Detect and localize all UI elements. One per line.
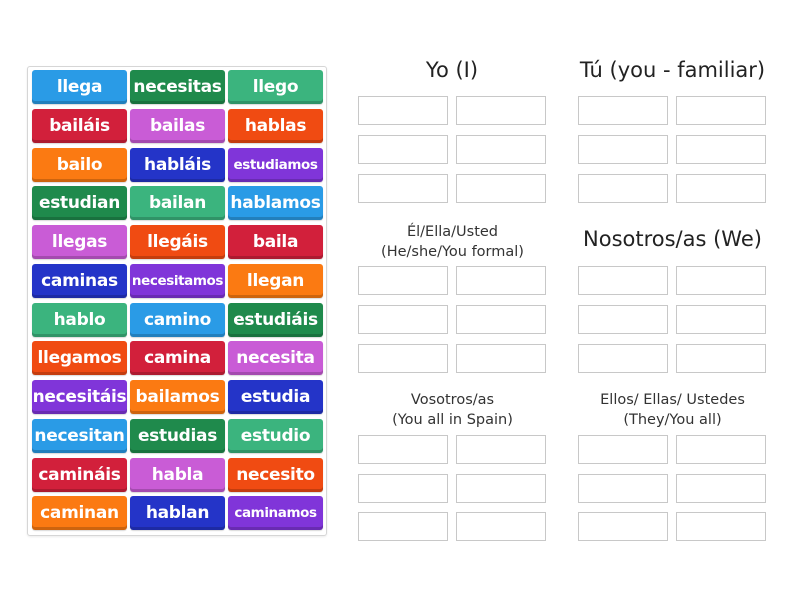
word-tile[interactable]: hablo: [32, 303, 127, 337]
word-tile[interactable]: caminamos: [228, 496, 323, 530]
drop-slot-el[interactable]: [456, 266, 546, 295]
drop-slot-yo[interactable]: [456, 135, 546, 164]
drop-slot-vosotros[interactable]: [456, 435, 546, 464]
word-tile[interactable]: caminas: [32, 264, 127, 298]
word-tile[interactable]: llegamos: [32, 341, 127, 375]
drop-slot-nosotros[interactable]: [676, 266, 766, 295]
word-tile[interactable]: habláis: [130, 148, 225, 182]
drop-slot-nosotros[interactable]: [578, 266, 668, 295]
drop-slot-ellos[interactable]: [578, 474, 668, 503]
word-tile[interactable]: estudiamos: [228, 148, 323, 182]
group-title-nosotros: Nosotros/as (We): [570, 227, 775, 251]
drop-slot-tu[interactable]: [578, 135, 668, 164]
drop-slot-ellos[interactable]: [676, 474, 766, 503]
drop-slot-el[interactable]: [358, 266, 448, 295]
drop-slot-vosotros[interactable]: [358, 435, 448, 464]
word-tile[interactable]: estudian: [32, 186, 127, 220]
group-title-el: Él/Ella/Usted (He/she/You formal): [350, 222, 555, 262]
drop-slot-tu[interactable]: [578, 96, 668, 125]
word-tile[interactable]: necesitamos: [130, 264, 225, 298]
word-tile[interactable]: estudias: [130, 419, 225, 453]
word-tile[interactable]: llega: [32, 70, 127, 104]
word-tile[interactable]: necesitas: [130, 70, 225, 104]
word-tile[interactable]: estudio: [228, 419, 323, 453]
group-title-yo: Yo (I): [358, 58, 546, 82]
word-tile[interactable]: bailamos: [130, 380, 225, 414]
drop-slot-vosotros[interactable]: [456, 474, 546, 503]
drop-slot-ellos[interactable]: [676, 435, 766, 464]
word-tile[interactable]: caminan: [32, 496, 127, 530]
word-tile[interactable]: necesita: [228, 341, 323, 375]
word-tile[interactable]: hablas: [228, 109, 323, 143]
word-tile[interactable]: habla: [130, 458, 225, 492]
word-tile[interactable]: bailas: [130, 109, 225, 143]
drop-slot-yo[interactable]: [456, 174, 546, 203]
group-title-ellos-line1: Ellos/ Ellas/ Ustedes: [600, 392, 745, 408]
word-tile[interactable]: llegáis: [130, 225, 225, 259]
word-tile[interactable]: hablan: [130, 496, 225, 530]
word-tile[interactable]: hablamos: [228, 186, 323, 220]
drop-slot-vosotros[interactable]: [358, 512, 448, 541]
drop-slot-tu[interactable]: [578, 174, 668, 203]
word-tile[interactable]: bailo: [32, 148, 127, 182]
word-tile[interactable]: necesitáis: [32, 380, 127, 414]
drop-slot-yo[interactable]: [358, 174, 448, 203]
group-title-el-line2: (He/she/You formal): [381, 244, 524, 260]
word-tile[interactable]: baila: [228, 225, 323, 259]
group-title-tu: Tú (you - familiar): [570, 58, 775, 82]
group-title-nosotros-text: Nosotros/as (We): [583, 227, 762, 251]
group-title-ellos-line2: (They/You all): [623, 412, 722, 428]
drop-slot-el[interactable]: [456, 305, 546, 334]
word-tile[interactable]: camina: [130, 341, 225, 375]
drop-slot-vosotros[interactable]: [456, 512, 546, 541]
drop-slot-ellos[interactable]: [676, 512, 766, 541]
drop-slot-nosotros[interactable]: [578, 305, 668, 334]
word-tile[interactable]: llegas: [32, 225, 127, 259]
drop-slot-ellos[interactable]: [578, 512, 668, 541]
group-title-vosotros: Vosotros/as (You all in Spain): [350, 390, 555, 430]
word-tile[interactable]: necesitan: [32, 419, 127, 453]
group-title-tu-text: Tú (you - familiar): [579, 58, 766, 82]
word-tile[interactable]: llego: [228, 70, 323, 104]
group-title-vosotros-line1: Vosotros/as: [410, 392, 495, 408]
drop-slot-tu[interactable]: [676, 96, 766, 125]
word-tile[interactable]: estudiáis: [228, 303, 323, 337]
drop-slot-yo[interactable]: [358, 96, 448, 125]
drop-slot-yo[interactable]: [456, 96, 546, 125]
group-title-yo-text: Yo (I): [425, 58, 479, 82]
word-tile[interactable]: bailan: [130, 186, 225, 220]
word-tile-bank: [27, 66, 327, 536]
word-tile[interactable]: necesito: [228, 458, 323, 492]
drop-slot-tu[interactable]: [676, 174, 766, 203]
drop-slot-el[interactable]: [358, 344, 448, 373]
word-tile[interactable]: estudia: [228, 380, 323, 414]
group-title-el-line1: Él/Ella/Usted: [406, 224, 499, 240]
drop-slot-el[interactable]: [358, 305, 448, 334]
drop-slot-nosotros[interactable]: [578, 344, 668, 373]
word-tile[interactable]: llegan: [228, 264, 323, 298]
drop-slot-yo[interactable]: [358, 135, 448, 164]
drop-slot-vosotros[interactable]: [358, 474, 448, 503]
word-tile[interactable]: camináis: [32, 458, 127, 492]
word-tile[interactable]: bailáis: [32, 109, 127, 143]
drop-slot-ellos[interactable]: [578, 435, 668, 464]
drop-slot-el[interactable]: [456, 344, 546, 373]
drop-slot-nosotros[interactable]: [676, 305, 766, 334]
group-title-vosotros-line2: (You all in Spain): [392, 412, 513, 428]
drop-slot-tu[interactable]: [676, 135, 766, 164]
word-tile[interactable]: camino: [130, 303, 225, 337]
group-title-ellos: Ellos/ Ellas/ Ustedes (They/You all): [570, 390, 775, 430]
drop-slot-nosotros[interactable]: [676, 344, 766, 373]
